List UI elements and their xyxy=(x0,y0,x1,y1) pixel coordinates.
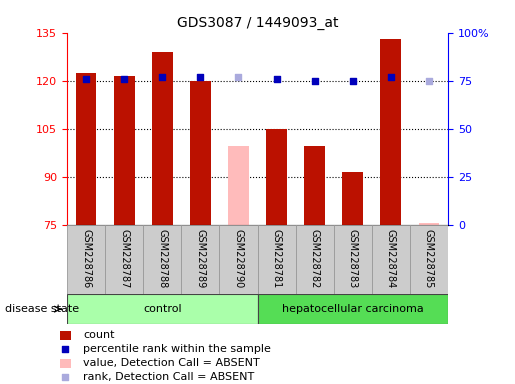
Title: GDS3087 / 1449093_at: GDS3087 / 1449093_at xyxy=(177,16,338,30)
Text: GSM228782: GSM228782 xyxy=(310,229,320,288)
Text: GSM228784: GSM228784 xyxy=(386,229,396,288)
Bar xyxy=(219,225,258,294)
Text: count: count xyxy=(83,330,115,340)
Text: control: control xyxy=(143,304,182,314)
Bar xyxy=(296,225,334,294)
Bar xyxy=(410,225,448,294)
Text: percentile rank within the sample: percentile rank within the sample xyxy=(83,344,271,354)
Bar xyxy=(304,146,325,225)
Bar xyxy=(76,73,96,225)
Text: hepatocellular carcinoma: hepatocellular carcinoma xyxy=(282,304,424,314)
Bar xyxy=(258,294,448,324)
Bar xyxy=(67,225,105,294)
Bar xyxy=(181,225,219,294)
Bar xyxy=(334,225,372,294)
Text: value, Detection Call = ABSENT: value, Detection Call = ABSENT xyxy=(83,358,260,368)
Point xyxy=(196,74,204,80)
Point xyxy=(61,346,69,352)
Point xyxy=(158,74,166,80)
Text: GSM228790: GSM228790 xyxy=(233,229,244,288)
Bar xyxy=(60,359,71,367)
Point xyxy=(82,76,90,82)
Text: rank, Detection Call = ABSENT: rank, Detection Call = ABSENT xyxy=(83,372,254,382)
Text: disease state: disease state xyxy=(5,304,79,314)
Point xyxy=(120,76,128,82)
Point xyxy=(349,78,357,84)
Point xyxy=(425,78,433,84)
Point xyxy=(61,374,69,380)
Bar xyxy=(381,39,401,225)
Text: GSM228787: GSM228787 xyxy=(119,229,129,288)
Point xyxy=(272,76,281,82)
Text: GSM228783: GSM228783 xyxy=(348,229,358,288)
Text: GSM228789: GSM228789 xyxy=(195,229,205,288)
Bar xyxy=(266,129,287,225)
Bar xyxy=(114,76,134,225)
Bar xyxy=(342,172,363,225)
Point xyxy=(387,74,395,80)
Point xyxy=(234,74,243,80)
Bar xyxy=(228,146,249,225)
Bar xyxy=(60,331,71,340)
Bar xyxy=(419,223,439,225)
Bar xyxy=(190,81,211,225)
Bar xyxy=(67,294,258,324)
Text: GSM228781: GSM228781 xyxy=(271,229,282,288)
Text: GSM228785: GSM228785 xyxy=(424,229,434,288)
Point xyxy=(311,78,319,84)
Bar xyxy=(152,52,173,225)
Text: GSM228788: GSM228788 xyxy=(157,229,167,288)
Bar xyxy=(258,225,296,294)
Text: GSM228786: GSM228786 xyxy=(81,229,91,288)
Bar xyxy=(105,225,143,294)
Bar xyxy=(372,225,410,294)
Bar xyxy=(143,225,181,294)
